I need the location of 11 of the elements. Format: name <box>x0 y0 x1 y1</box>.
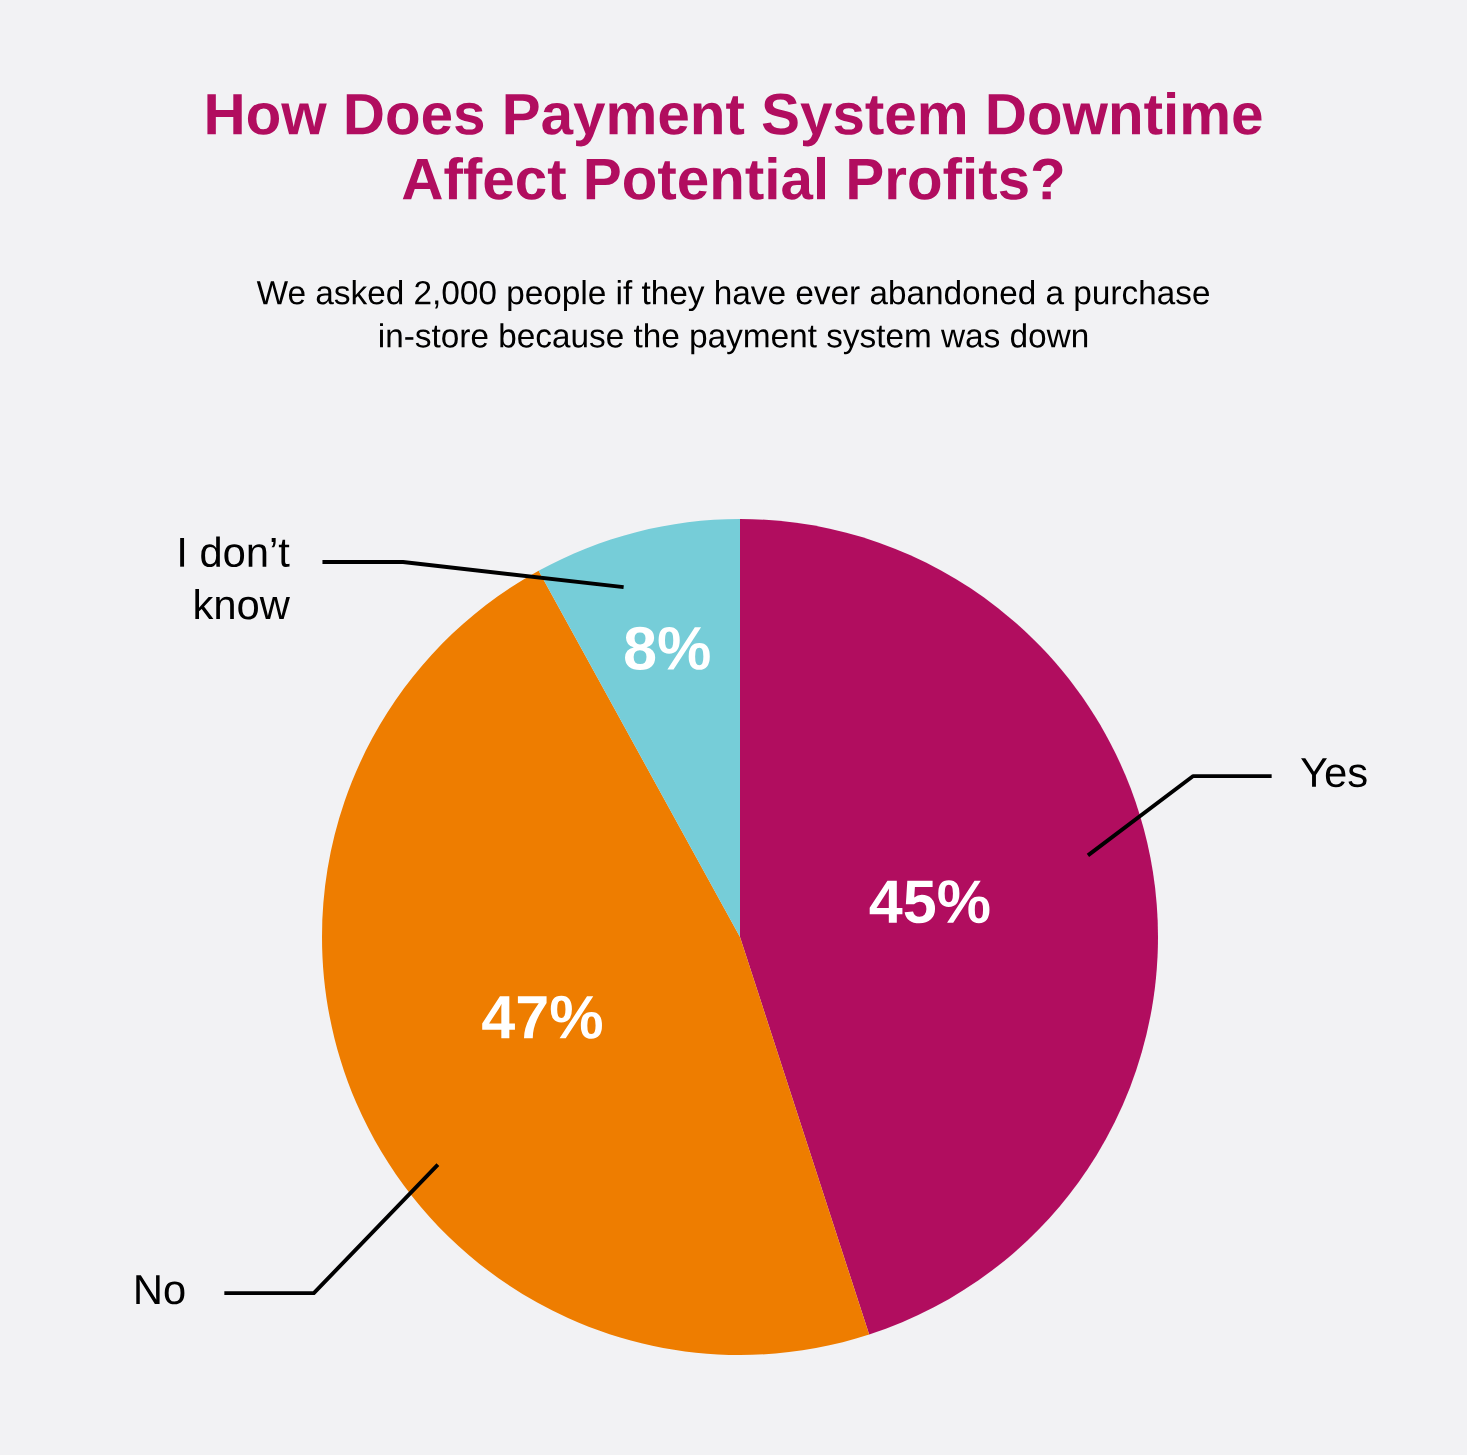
pie-slice <box>322 570 870 1355</box>
chart-title: How Does Payment System Downtime Affect Potential Profits? <box>207 92 1262 200</box>
data-label: 8% <box>625 626 710 670</box>
data-label: 45% <box>869 880 990 924</box>
slice-label: I don’t know <box>180 536 290 620</box>
slice-label: No <box>136 1275 185 1305</box>
slice-label: Yes <box>1301 758 1367 788</box>
data-label: 47% <box>482 995 602 1039</box>
pie-slice <box>538 519 740 937</box>
pie-slice <box>740 519 1158 1335</box>
chart-subtitle: We asked 2,000 people if they have ever abandoned a purchase in-store because the payment system was down <box>256 280 1209 355</box>
